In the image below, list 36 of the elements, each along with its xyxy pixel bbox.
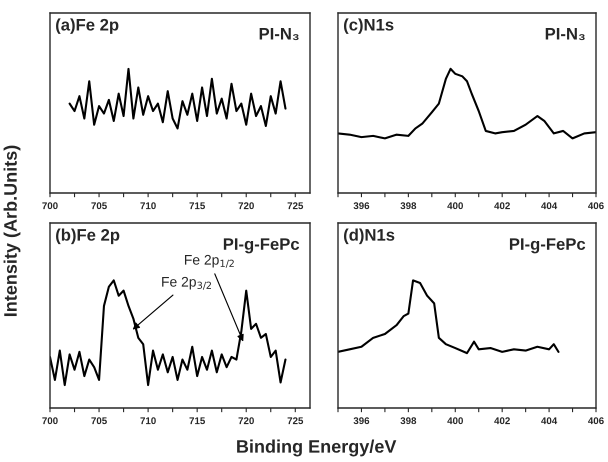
x-tick-label: 406 xyxy=(588,202,604,210)
chart-title: (b)Fe 2p xyxy=(56,228,120,244)
x-tick-label: 406 xyxy=(588,417,604,424)
x-tick-label: 398 xyxy=(400,417,416,424)
chart-title: (c)N1s xyxy=(344,18,394,34)
x-tick-label: 396 xyxy=(354,417,370,424)
x-tick-label: 396 xyxy=(354,202,370,210)
chart-title: (d)N1s xyxy=(344,228,394,244)
annotation: Fe 2p$_{3/2}$ xyxy=(162,276,211,290)
x-tick-label: 710 xyxy=(140,202,156,210)
x-tick-label: 402 xyxy=(494,202,510,210)
x-tick-label: 710 xyxy=(140,417,156,424)
chart-subtitle: PI-N₃ xyxy=(546,28,585,40)
x-tick-label: 398 xyxy=(400,202,416,210)
x-tick-label: 715 xyxy=(189,417,206,424)
x-tick-label: 700 xyxy=(42,417,58,424)
y-axis-title: Intensity (Arb.Units) xyxy=(4,146,20,316)
chart-title: (a)Fe 2p xyxy=(56,18,118,34)
x-tick-label: 705 xyxy=(91,417,107,424)
x-axis-title: Binding Energy/eV xyxy=(237,440,396,456)
chart-subtitle: PI-N₃ xyxy=(260,28,299,40)
chart-subtitle: PI-g-FePc xyxy=(224,238,300,254)
x-tick-label: 404 xyxy=(541,202,558,210)
x-tick-label: 700 xyxy=(42,202,58,210)
x-tick-label: 725 xyxy=(288,202,304,210)
annotation: Fe 2p$_{1/2}$ xyxy=(184,254,234,268)
x-tick-label: 715 xyxy=(189,202,206,210)
x-tick-label: 404 xyxy=(541,417,558,424)
x-tick-label: 720 xyxy=(238,202,254,210)
x-tick-label: 725 xyxy=(288,417,304,424)
x-tick-label: 400 xyxy=(447,202,463,210)
x-tick-label: 402 xyxy=(494,417,510,424)
x-tick-label: 400 xyxy=(447,417,463,424)
x-tick-label: 705 xyxy=(91,202,107,210)
chart-subtitle: PI-g-FePc xyxy=(510,238,586,254)
x-tick-label: 720 xyxy=(238,417,254,424)
